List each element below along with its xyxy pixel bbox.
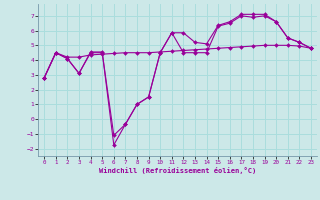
X-axis label: Windchill (Refroidissement éolien,°C): Windchill (Refroidissement éolien,°C) xyxy=(99,167,256,174)
